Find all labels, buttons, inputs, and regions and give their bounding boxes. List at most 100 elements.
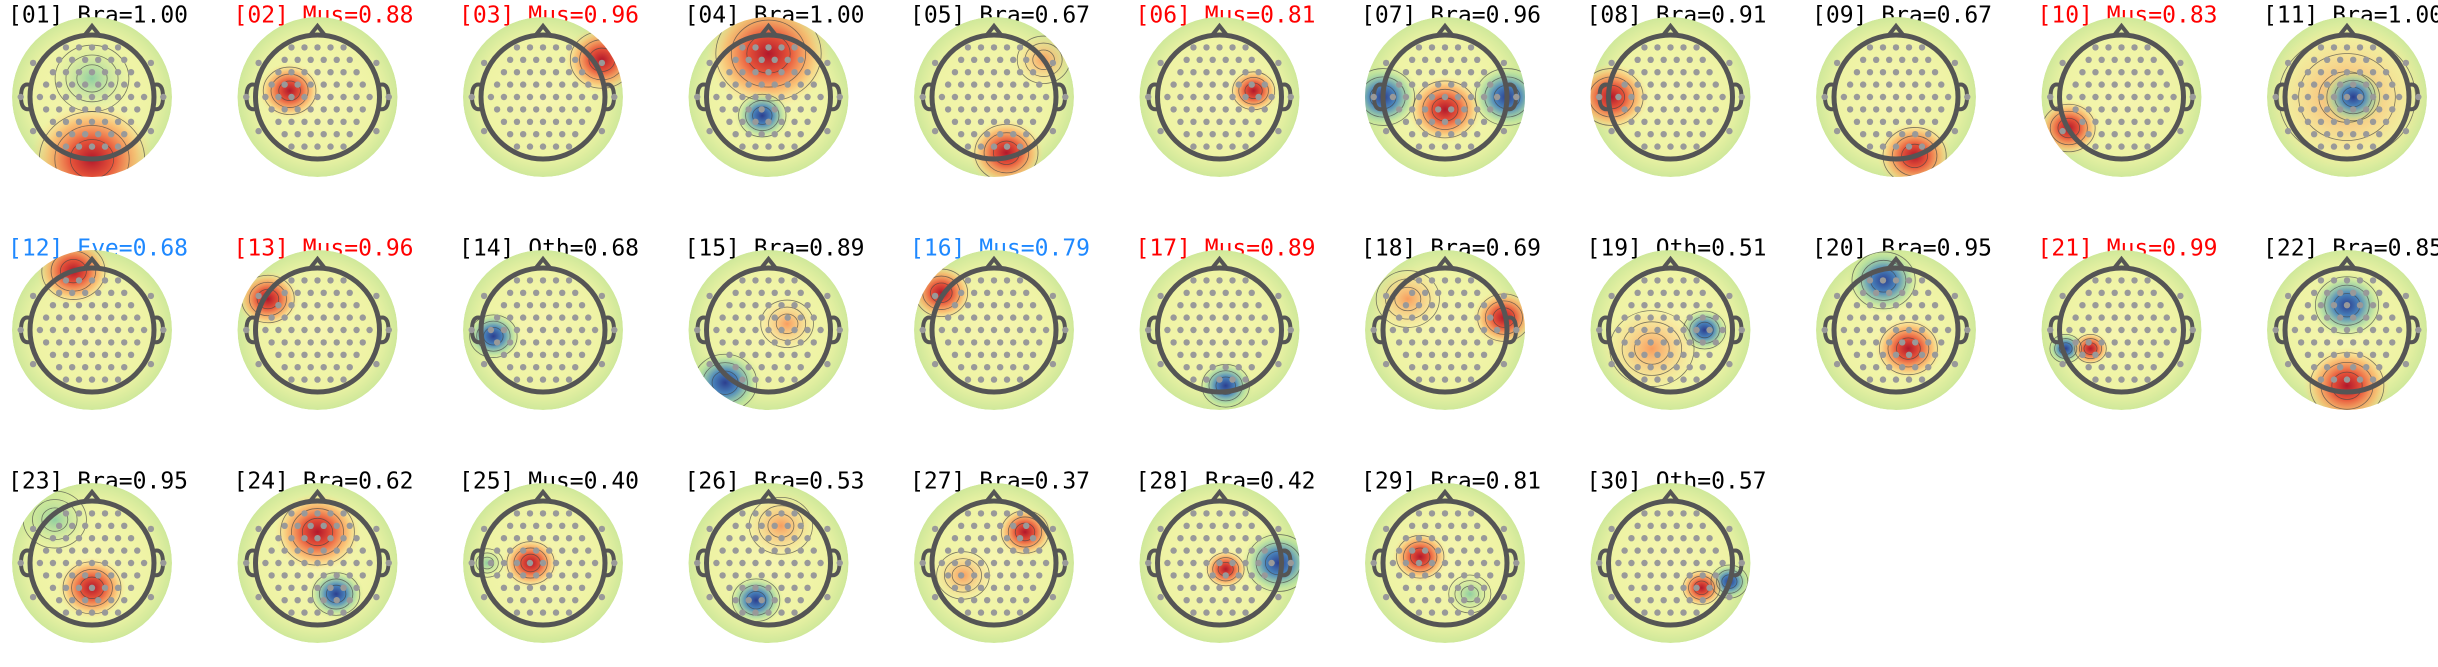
electrode xyxy=(1434,364,1442,371)
field-hotspot xyxy=(1407,75,1483,143)
electrode xyxy=(1628,559,1635,567)
electrode xyxy=(1389,326,1397,334)
electrode xyxy=(1866,143,1874,150)
electrode xyxy=(147,59,155,67)
electrode xyxy=(2131,143,2138,150)
electrode xyxy=(1693,44,1700,51)
electrode xyxy=(1461,289,1468,296)
electrode xyxy=(1003,510,1011,517)
electrode xyxy=(797,131,804,138)
electrode xyxy=(1699,131,1706,138)
electrode xyxy=(765,69,772,76)
electrode xyxy=(1010,314,1017,321)
electrode xyxy=(1964,326,1971,334)
electrode xyxy=(1493,559,1501,567)
electrode xyxy=(314,559,321,567)
topomap xyxy=(237,250,398,410)
electrode xyxy=(1441,351,1449,358)
electrode xyxy=(719,547,726,554)
topomap xyxy=(12,483,172,643)
electrode xyxy=(765,44,772,51)
electrode xyxy=(944,81,952,88)
electrode xyxy=(804,118,811,125)
electrode xyxy=(1029,93,1037,101)
electrode xyxy=(1680,93,1687,101)
electrode xyxy=(519,339,527,346)
electrode xyxy=(2118,376,2125,383)
electrode xyxy=(957,572,965,579)
head-nose xyxy=(82,22,102,38)
electrode xyxy=(2066,326,2073,334)
electrode xyxy=(359,106,366,113)
electrode xyxy=(2150,364,2157,371)
electrode xyxy=(1203,510,1210,517)
contour-line xyxy=(2049,110,2088,146)
electrode xyxy=(1448,339,1455,346)
electrode xyxy=(1454,44,1462,51)
electrode xyxy=(1395,547,1403,554)
electrode xyxy=(1641,326,1648,334)
electrode xyxy=(1628,584,1635,591)
electrode xyxy=(784,597,791,604)
electrode xyxy=(340,535,347,542)
electrode xyxy=(275,559,282,567)
electrode xyxy=(1866,277,1874,284)
electrode xyxy=(1428,44,1436,51)
electrode xyxy=(1441,584,1449,591)
electrode xyxy=(2369,118,2377,125)
electrode xyxy=(114,302,122,309)
electrode xyxy=(1441,510,1449,517)
electrode xyxy=(745,106,752,113)
electrode xyxy=(1196,364,1203,371)
electrode xyxy=(694,93,701,101)
electrode xyxy=(147,127,155,135)
contour-line xyxy=(1454,580,1486,608)
electrode xyxy=(1454,559,1462,567)
electrode xyxy=(726,302,733,309)
contour-line xyxy=(318,578,354,610)
electrode xyxy=(565,584,573,591)
electrode xyxy=(1216,376,1223,383)
electrode xyxy=(2163,339,2170,346)
electrode xyxy=(17,559,24,567)
electrode xyxy=(977,302,985,309)
electrode xyxy=(758,572,765,579)
electrode xyxy=(771,314,778,321)
electrode xyxy=(513,326,521,334)
electrode xyxy=(1421,364,1429,371)
electrode xyxy=(1395,572,1403,579)
head-outline xyxy=(704,32,833,162)
electrode xyxy=(572,56,579,63)
electrode xyxy=(745,289,752,296)
electrode xyxy=(301,326,308,334)
electrode xyxy=(320,56,327,63)
electrode xyxy=(791,326,798,334)
electrode xyxy=(1415,302,1423,309)
electrode xyxy=(1229,69,1236,76)
electrode xyxy=(559,56,566,63)
electrode xyxy=(2105,69,2112,76)
electrode xyxy=(1177,118,1184,125)
electrode xyxy=(2330,93,2338,101)
electrode xyxy=(307,56,314,63)
electrode xyxy=(739,44,746,51)
electrode xyxy=(824,59,831,67)
electrode xyxy=(506,572,514,579)
electrode xyxy=(108,106,115,113)
electrode xyxy=(327,143,334,150)
electrode xyxy=(359,547,366,554)
electrode xyxy=(327,559,334,567)
electrode xyxy=(2356,326,2364,334)
electrode xyxy=(55,597,63,604)
electrode xyxy=(1183,314,1190,321)
electrode xyxy=(931,292,939,300)
electrode xyxy=(1428,376,1436,383)
electrode xyxy=(1641,277,1648,284)
electrode xyxy=(1421,522,1429,529)
electrode xyxy=(340,277,347,284)
electrode xyxy=(1448,289,1455,296)
electrode xyxy=(353,351,360,358)
electrode xyxy=(75,277,83,284)
electrode xyxy=(301,277,308,284)
electrode xyxy=(1010,56,1017,63)
